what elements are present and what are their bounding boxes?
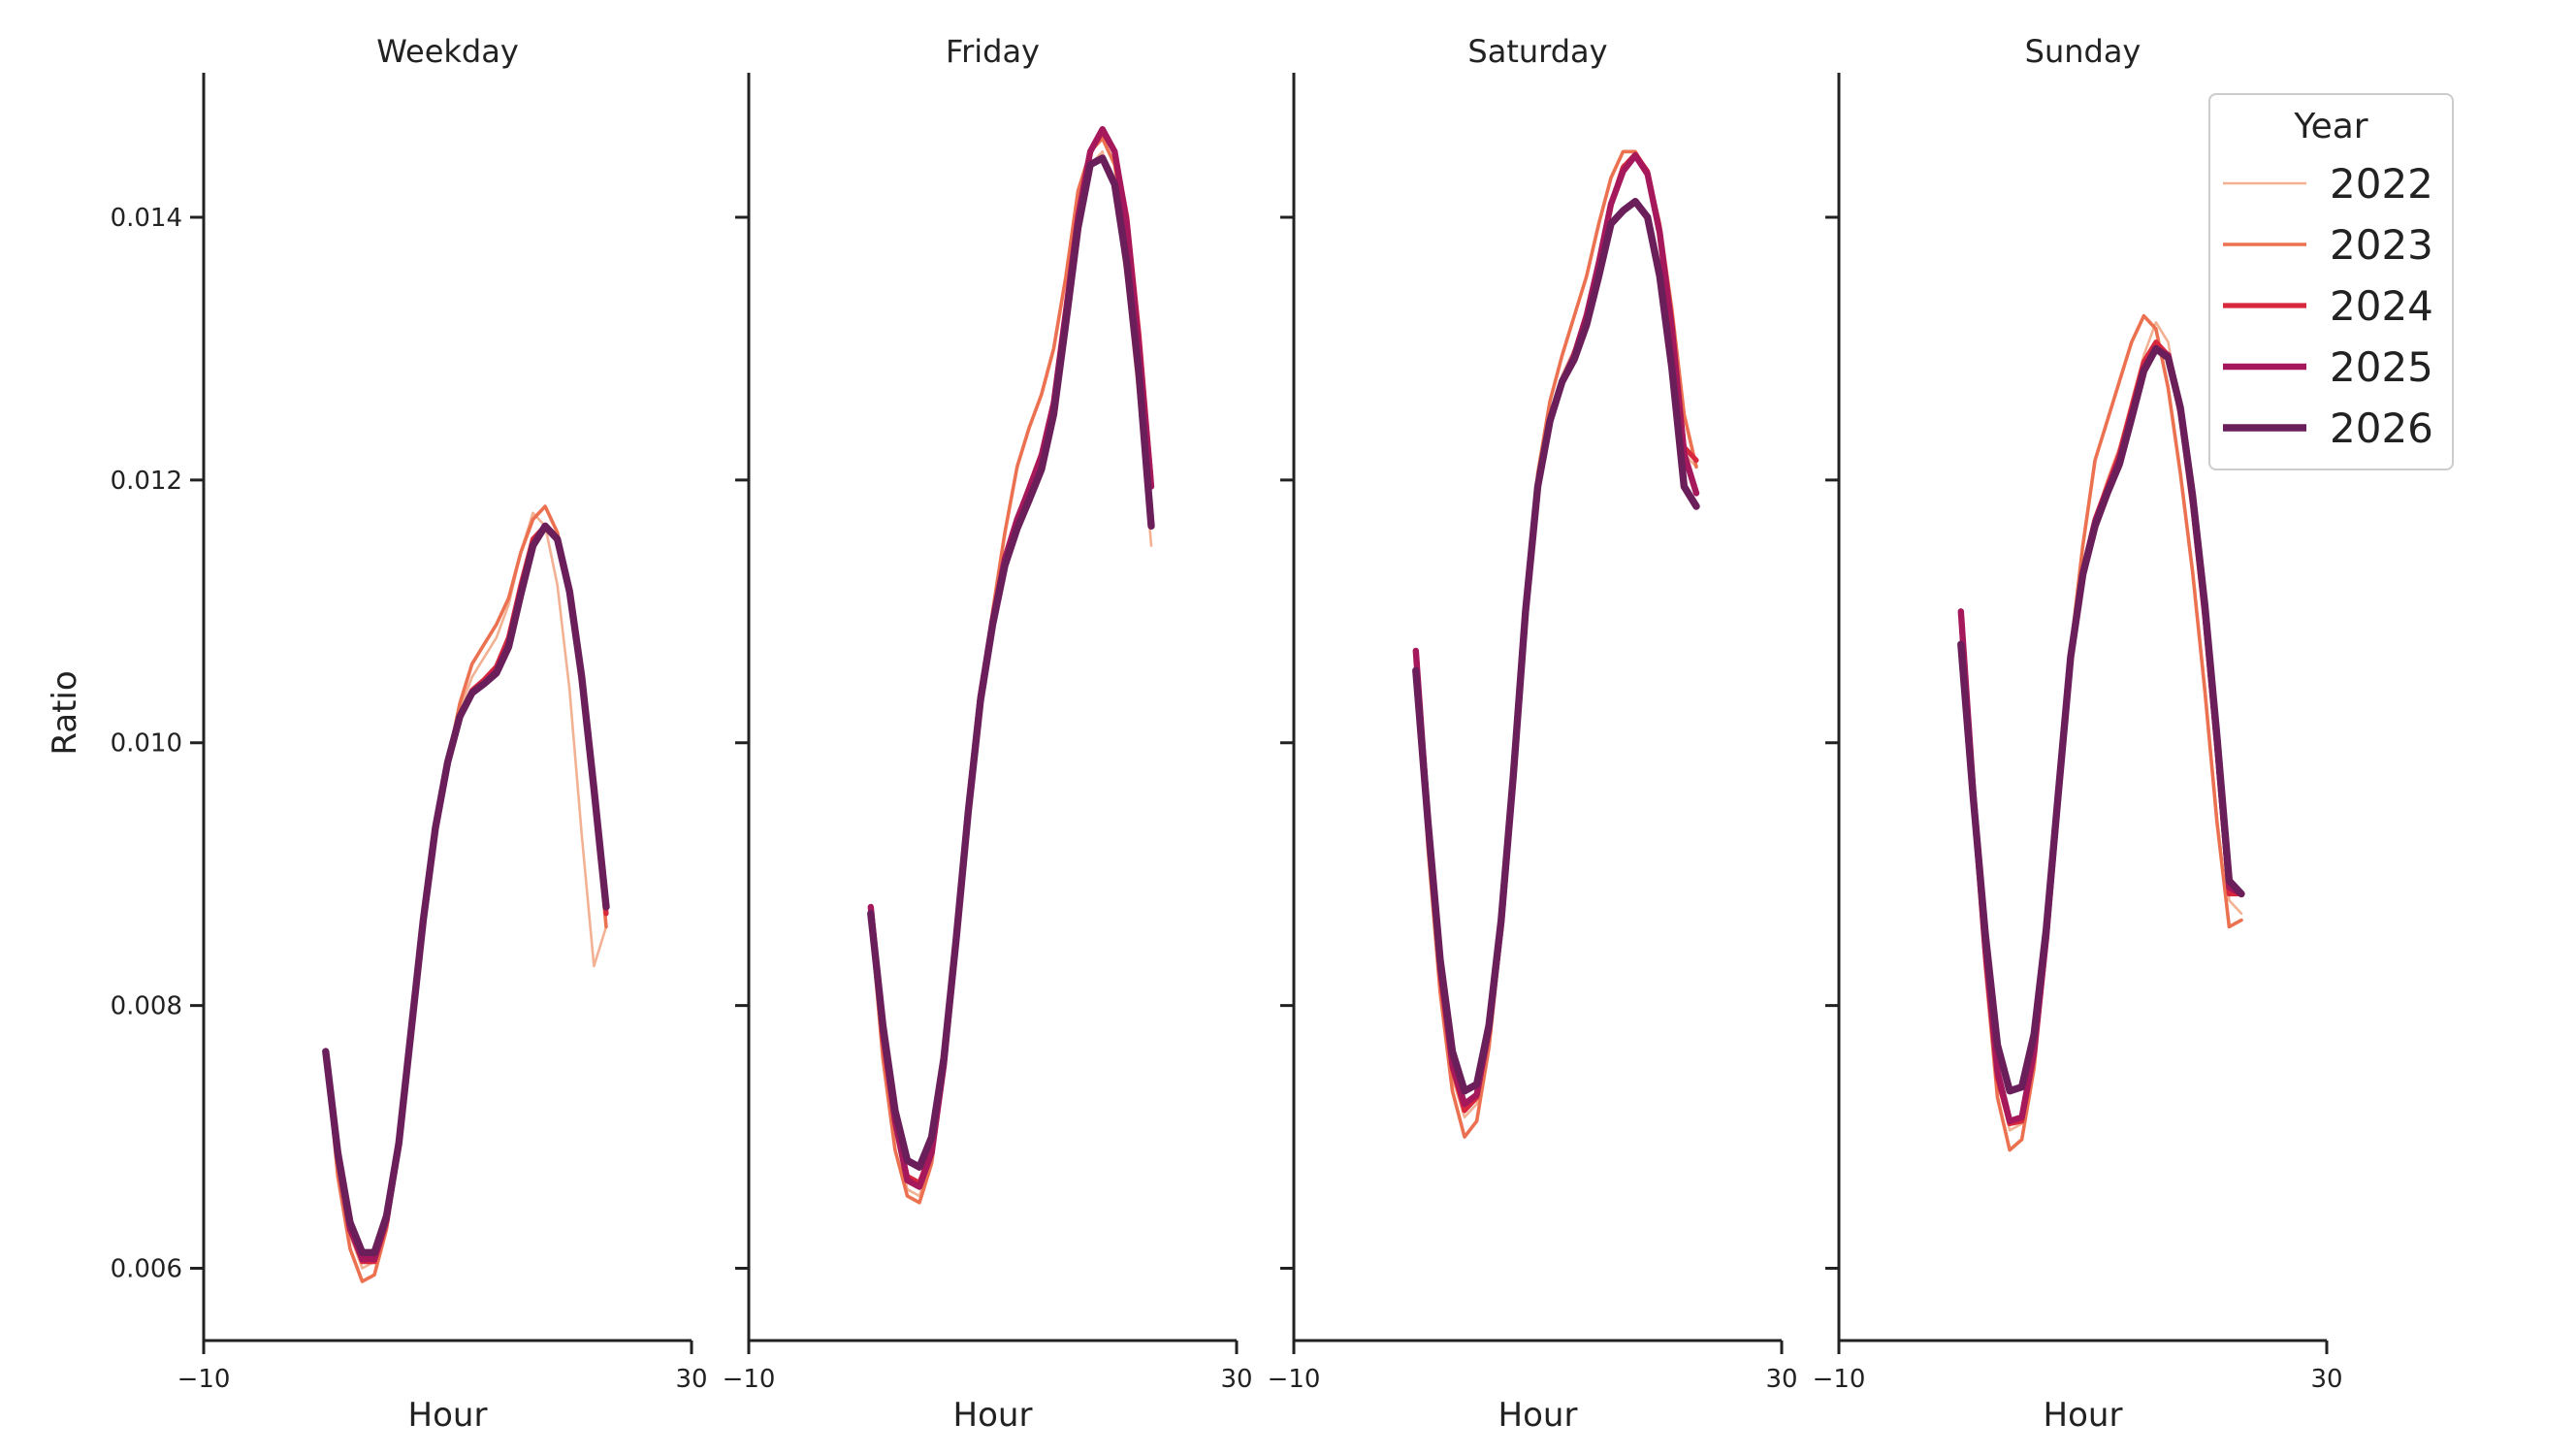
series-line-2023 [869, 136, 1153, 1205]
series-line-2022 [869, 150, 1153, 1198]
x-tick-label: 30 [1220, 1365, 1252, 1394]
x-tick-label: −10 [1813, 1365, 1866, 1394]
legend-title: Year [2293, 107, 2367, 146]
series-line-2025 [1957, 345, 2245, 1124]
x-tick-label: 30 [2310, 1365, 2342, 1394]
series-line-2026 [1957, 344, 2245, 1095]
legend-entry-label: 2022 [2330, 160, 2433, 208]
y-tick-label: 0.010 [111, 729, 182, 759]
series-line-2022 [1414, 156, 1698, 1119]
x-tick-label: −10 [1268, 1365, 1321, 1394]
panel-sunday: Sunday −10 30 Hour [1813, 33, 2343, 1435]
series-line-2023 [324, 504, 608, 1283]
series-line-2026 [867, 154, 1155, 1171]
series-line-2022 [324, 511, 608, 1270]
series-line-2025 [1412, 152, 1700, 1108]
panel-friday: Friday −10 30 Hour [723, 33, 1253, 1435]
series-line-2024 [1958, 340, 2244, 1127]
series-line-2024 [868, 129, 1154, 1186]
panel-title: Saturday [1467, 33, 1607, 70]
legend-frame [2208, 93, 2454, 470]
panel-saturday: Saturday −10 30 Hour [1268, 33, 1798, 1435]
series-line-2026 [322, 522, 610, 1256]
x-axis-label: Hour [1498, 1396, 1578, 1435]
x-axis-label: Hour [2044, 1396, 2123, 1435]
legend-entry-label: 2023 [2330, 221, 2433, 269]
panel-title: Sunday [2025, 33, 2141, 70]
series-line-2025 [867, 126, 1155, 1190]
panel-title: Weekday [376, 33, 519, 70]
y-axis-label: Ratio [46, 670, 84, 755]
legend-entry-label: 2024 [2330, 282, 2433, 330]
y-tick-label: 0.006 [111, 1255, 182, 1284]
series-line-2026 [1412, 198, 1700, 1095]
legend-entry-label: 2026 [2330, 404, 2433, 452]
legend: Year 2022 2023 2024 2025 2026 [2208, 93, 2454, 470]
x-tick-label: −10 [723, 1365, 776, 1394]
panel-weekday: Weekday 0.006 0.008 0.010 0.012 0.014 −10 30 Hou… [111, 33, 708, 1435]
x-axis-label: Hour [953, 1396, 1033, 1435]
legend-entry-label: 2025 [2330, 343, 2433, 391]
series-line-2024 [1413, 151, 1699, 1114]
y-tick-label: 0.014 [111, 204, 182, 233]
panel-title: Friday [946, 33, 1040, 70]
x-axis-label: Hour [408, 1396, 488, 1435]
series-line-2023 [1959, 313, 2243, 1152]
y-tick-label: 0.012 [111, 467, 182, 496]
series-line-2023 [1414, 149, 1698, 1139]
x-tick-label: 30 [675, 1365, 707, 1394]
y-tick-label: 0.008 [111, 992, 182, 1021]
x-tick-label: −10 [177, 1365, 231, 1394]
x-tick-label: 30 [1765, 1365, 1797, 1394]
